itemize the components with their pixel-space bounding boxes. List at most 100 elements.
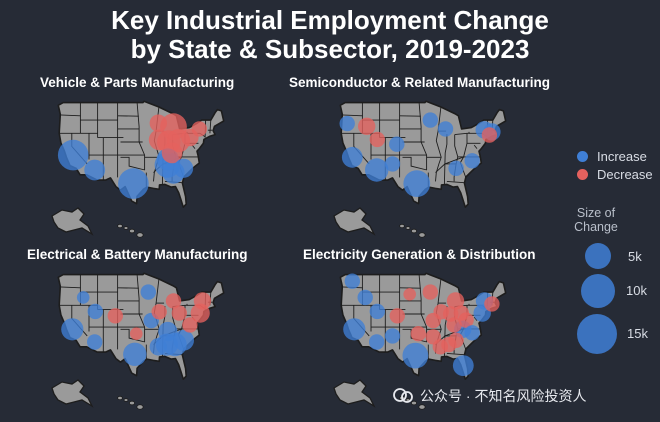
- state-border: [446, 180, 465, 184]
- bubble-increase: [422, 112, 438, 128]
- legend-increase-swatch: [577, 151, 588, 162]
- hawaii-island-2: [129, 228, 136, 234]
- alaska-shape: [51, 379, 94, 408]
- bubble-decrease: [182, 317, 198, 333]
- map-vehicle: [48, 94, 258, 244]
- state-border: [473, 316, 478, 321]
- bubble-increase: [403, 170, 431, 197]
- state-border: [402, 156, 428, 171]
- map-semiconductor: [330, 94, 540, 244]
- bubble-decrease: [484, 296, 500, 312]
- title-line-1: Key Industrial Employment Change: [111, 5, 549, 35]
- bubble-increase: [140, 284, 156, 300]
- title-line-2: by State & Subsector, 2019-2023: [130, 34, 530, 64]
- bubble-increase: [87, 303, 103, 320]
- bubble-increase: [344, 273, 360, 289]
- hawaii-island-1: [405, 226, 411, 230]
- bubble-increase: [61, 318, 84, 341]
- state-border: [209, 120, 212, 134]
- bubble-decrease: [433, 304, 449, 320]
- state-border: [120, 328, 146, 343]
- bubble-increase: [57, 139, 89, 171]
- bubble-increase: [452, 355, 474, 376]
- bubble-decrease: [171, 305, 187, 321]
- hawaii-island-2: [129, 400, 136, 406]
- legend-size-15k-label: 15k: [627, 326, 648, 341]
- hawaii-island-3: [136, 232, 144, 238]
- state-border: [59, 286, 81, 289]
- state-border: [446, 352, 465, 356]
- bubble-decrease: [389, 308, 405, 324]
- hawaii-island-0: [117, 395, 123, 401]
- legend-size-10k-circle: [581, 274, 615, 308]
- bubble-increase: [369, 334, 385, 350]
- state-border: [353, 133, 370, 165]
- panel-title-vehicle: Vehicle & Parts Manufacturing: [40, 75, 235, 90]
- bubble-increase: [343, 318, 366, 341]
- bubble-decrease: [191, 121, 207, 137]
- bubble-decrease: [161, 142, 183, 164]
- bubble-increase: [84, 159, 106, 181]
- state-border: [443, 134, 448, 185]
- legend-size-title: Size of Change: [574, 206, 618, 234]
- bubble-increase: [365, 158, 389, 182]
- legend-size-5k-circle: [585, 243, 611, 269]
- hawaii-island-2: [411, 400, 418, 406]
- bubble-decrease: [425, 329, 441, 345]
- bubble-decrease: [403, 288, 416, 301]
- bubble-increase: [402, 342, 429, 369]
- map-electrical: [48, 266, 258, 416]
- bubble-increase: [158, 321, 178, 342]
- bubble-decrease: [130, 327, 143, 340]
- bubble-increase: [384, 328, 401, 344]
- hawaii-island-0: [399, 223, 405, 229]
- bubble-increase: [173, 329, 194, 351]
- bubble-increase: [437, 121, 454, 137]
- legend-decrease-label: Decrease: [597, 167, 653, 182]
- legend-size-10k-label: 10k: [626, 283, 647, 298]
- chart-title: Key Industrial Employment Change by Stat…: [0, 6, 660, 64]
- hawaii-island-1: [123, 226, 129, 230]
- legend-increase-label: Increase: [597, 149, 647, 164]
- state-border: [59, 114, 81, 117]
- state-border: [473, 144, 478, 149]
- bubble-decrease: [422, 284, 438, 300]
- alaska-shape: [333, 379, 376, 408]
- bubble-decrease: [151, 304, 167, 320]
- hawaii-island-3: [136, 404, 144, 410]
- bubble-decrease: [165, 293, 182, 309]
- bubble-increase: [448, 160, 464, 176]
- legend-size-15k-circle: [577, 314, 617, 354]
- bubble-increase: [76, 291, 90, 304]
- bubble-decrease: [369, 131, 385, 148]
- bubble-increase: [341, 146, 363, 168]
- bubble-increase: [357, 289, 373, 306]
- legend-size-5k-label: 5k: [628, 249, 642, 264]
- panel-title-electrical: Electrical & Battery Manufacturing: [27, 247, 248, 262]
- bubble-decrease: [446, 317, 462, 333]
- bubble-decrease: [107, 308, 123, 324]
- bubble-increase: [149, 338, 167, 356]
- hawaii-island-0: [117, 223, 123, 229]
- hawaii-island-3: [418, 404, 426, 410]
- bubble-decrease: [193, 292, 212, 310]
- bubble-increase: [464, 153, 480, 169]
- hawaii-island-3: [418, 232, 426, 238]
- bubble-increase: [369, 303, 385, 320]
- legend-decrease-swatch: [577, 169, 588, 180]
- panel-title-semiconductor: Semiconductor & Related Manufacturing: [289, 75, 551, 90]
- state-border: [341, 114, 363, 117]
- watermark: 公众号 · 不知名风险投资人: [392, 386, 586, 406]
- bubble-increase: [174, 158, 194, 178]
- bubble-decrease: [148, 129, 170, 151]
- bubble-decrease: [149, 114, 167, 132]
- hawaii-island-2: [411, 228, 418, 234]
- map-electricity: [330, 266, 540, 416]
- bubble-increase: [118, 168, 149, 199]
- bubble-increase: [389, 136, 405, 152]
- bubble-increase: [384, 156, 401, 172]
- hawaii-island-1: [123, 398, 129, 402]
- panel-title-electricity: Electricity Generation & Distribution: [303, 247, 536, 262]
- state-border: [454, 132, 468, 136]
- bubble-decrease: [410, 326, 426, 342]
